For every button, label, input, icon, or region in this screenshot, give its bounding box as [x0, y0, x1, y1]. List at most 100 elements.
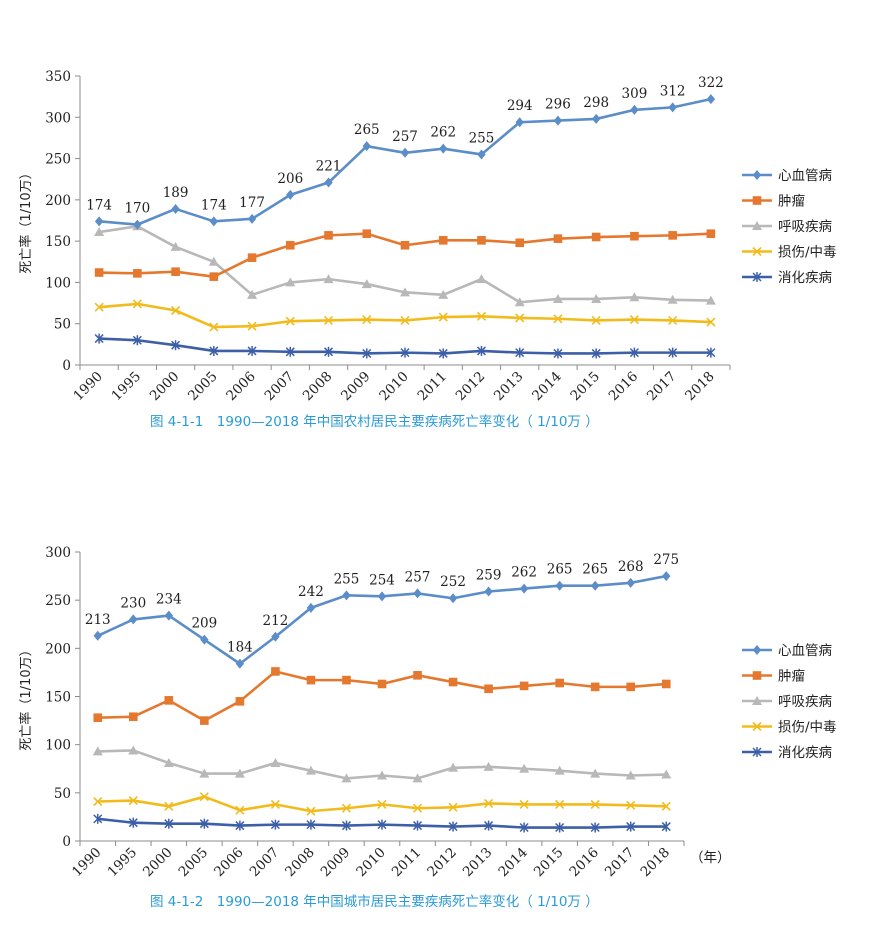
data-point	[132, 335, 142, 346]
y-axis-label: 死亡率（1/10万）	[18, 166, 34, 273]
data-point	[515, 347, 525, 358]
data-point	[271, 667, 280, 676]
data-point	[128, 745, 139, 755]
data-point	[668, 102, 677, 113]
data-point	[247, 213, 257, 224]
data-point	[342, 590, 351, 601]
x-tick-label: 2017	[644, 369, 680, 405]
x-tick-label: 2018	[637, 845, 673, 881]
chart-caption: 图 4-1-1 1990—2018 年中国农村居民主要疾病死亡率变化（ 1/10…	[150, 413, 599, 430]
data-label: 213	[85, 612, 111, 628]
x-tick-label: 2015	[531, 845, 567, 881]
data-point	[515, 313, 525, 323]
data-point	[200, 716, 209, 725]
data-point	[341, 803, 352, 813]
legend-item-4: 消化疾病	[742, 270, 832, 286]
data-point	[199, 818, 209, 829]
data-point	[306, 602, 316, 613]
data-point	[438, 348, 448, 359]
x-tick-label: 2012	[424, 845, 460, 881]
data-label: 184	[227, 640, 253, 656]
data-point	[128, 817, 138, 828]
y-tick-label: 150	[45, 690, 71, 706]
data-point	[515, 117, 524, 128]
data-point	[285, 240, 295, 250]
x-tick-label: 2009	[318, 845, 354, 881]
data-point	[208, 256, 219, 266]
y-tick-label: 100	[45, 275, 71, 291]
data-point	[128, 712, 138, 722]
x-tick-label: 1990	[69, 845, 105, 881]
data-point	[132, 299, 142, 309]
data-point	[285, 277, 296, 287]
data-point	[362, 348, 372, 359]
data-point	[133, 219, 142, 230]
data-point	[270, 819, 280, 830]
data-point	[667, 294, 678, 304]
data-point	[590, 768, 601, 778]
series-3	[94, 299, 716, 332]
data-point	[438, 289, 449, 299]
x-tick-label: 2005	[185, 369, 221, 405]
data-point	[477, 149, 486, 160]
data-point	[413, 671, 422, 680]
data-point	[209, 322, 219, 332]
data-point	[171, 340, 181, 351]
series-4	[93, 813, 671, 833]
data-point	[626, 682, 636, 692]
data-point	[448, 802, 458, 812]
data-point	[626, 577, 635, 588]
data-label: 234	[156, 592, 182, 608]
data-point	[94, 302, 104, 312]
data-point	[247, 345, 257, 356]
axes	[75, 551, 685, 846]
data-point	[553, 314, 563, 324]
series-group	[94, 94, 716, 359]
data-point	[484, 586, 493, 597]
y-tick-label: 200	[45, 193, 71, 209]
data-point	[400, 240, 410, 250]
data-point	[270, 757, 281, 767]
legend-item-3: 损伤/中毒	[742, 720, 837, 736]
data-point	[305, 765, 316, 775]
x-tick-label: 2006	[223, 369, 259, 405]
x-tick-label: 2008	[300, 369, 336, 405]
data-point	[555, 799, 565, 809]
data-labels: 213 230 234 209 184 212 242 255 254 257 252 259 262 2…	[85, 552, 679, 656]
data-point	[286, 189, 295, 200]
series-0	[94, 94, 716, 230]
data-point	[164, 610, 174, 621]
data-point	[591, 232, 601, 242]
data-point	[554, 765, 565, 775]
data-label: 242	[298, 584, 324, 600]
legend-item-0: 心血管病	[742, 643, 832, 659]
data-point	[235, 820, 245, 831]
series-line	[97, 670, 667, 722]
data-point	[590, 580, 600, 591]
data-point	[199, 768, 210, 778]
data-point	[163, 757, 174, 767]
data-point	[171, 305, 181, 316]
legend-marker	[752, 645, 762, 655]
data-point	[484, 820, 494, 831]
data-label: 174	[201, 197, 227, 213]
y-tick-label: 300	[45, 545, 71, 561]
data-point	[629, 292, 640, 302]
legend-label: 呼吸疾病	[778, 694, 832, 710]
data-point	[476, 345, 487, 356]
y-tick-label: 50	[54, 317, 71, 333]
series-0	[93, 571, 671, 669]
axes	[75, 75, 731, 370]
data-point	[324, 231, 333, 240]
legend-label: 消化疾病	[778, 270, 832, 286]
series-3	[93, 792, 671, 816]
x-tick-label: 2010	[353, 845, 389, 881]
data-point	[94, 268, 104, 277]
data-point	[630, 231, 639, 241]
data-point	[93, 713, 103, 722]
data-label: 189	[163, 185, 189, 201]
data-point	[555, 580, 564, 591]
x-tick-label: 1990	[70, 369, 106, 405]
